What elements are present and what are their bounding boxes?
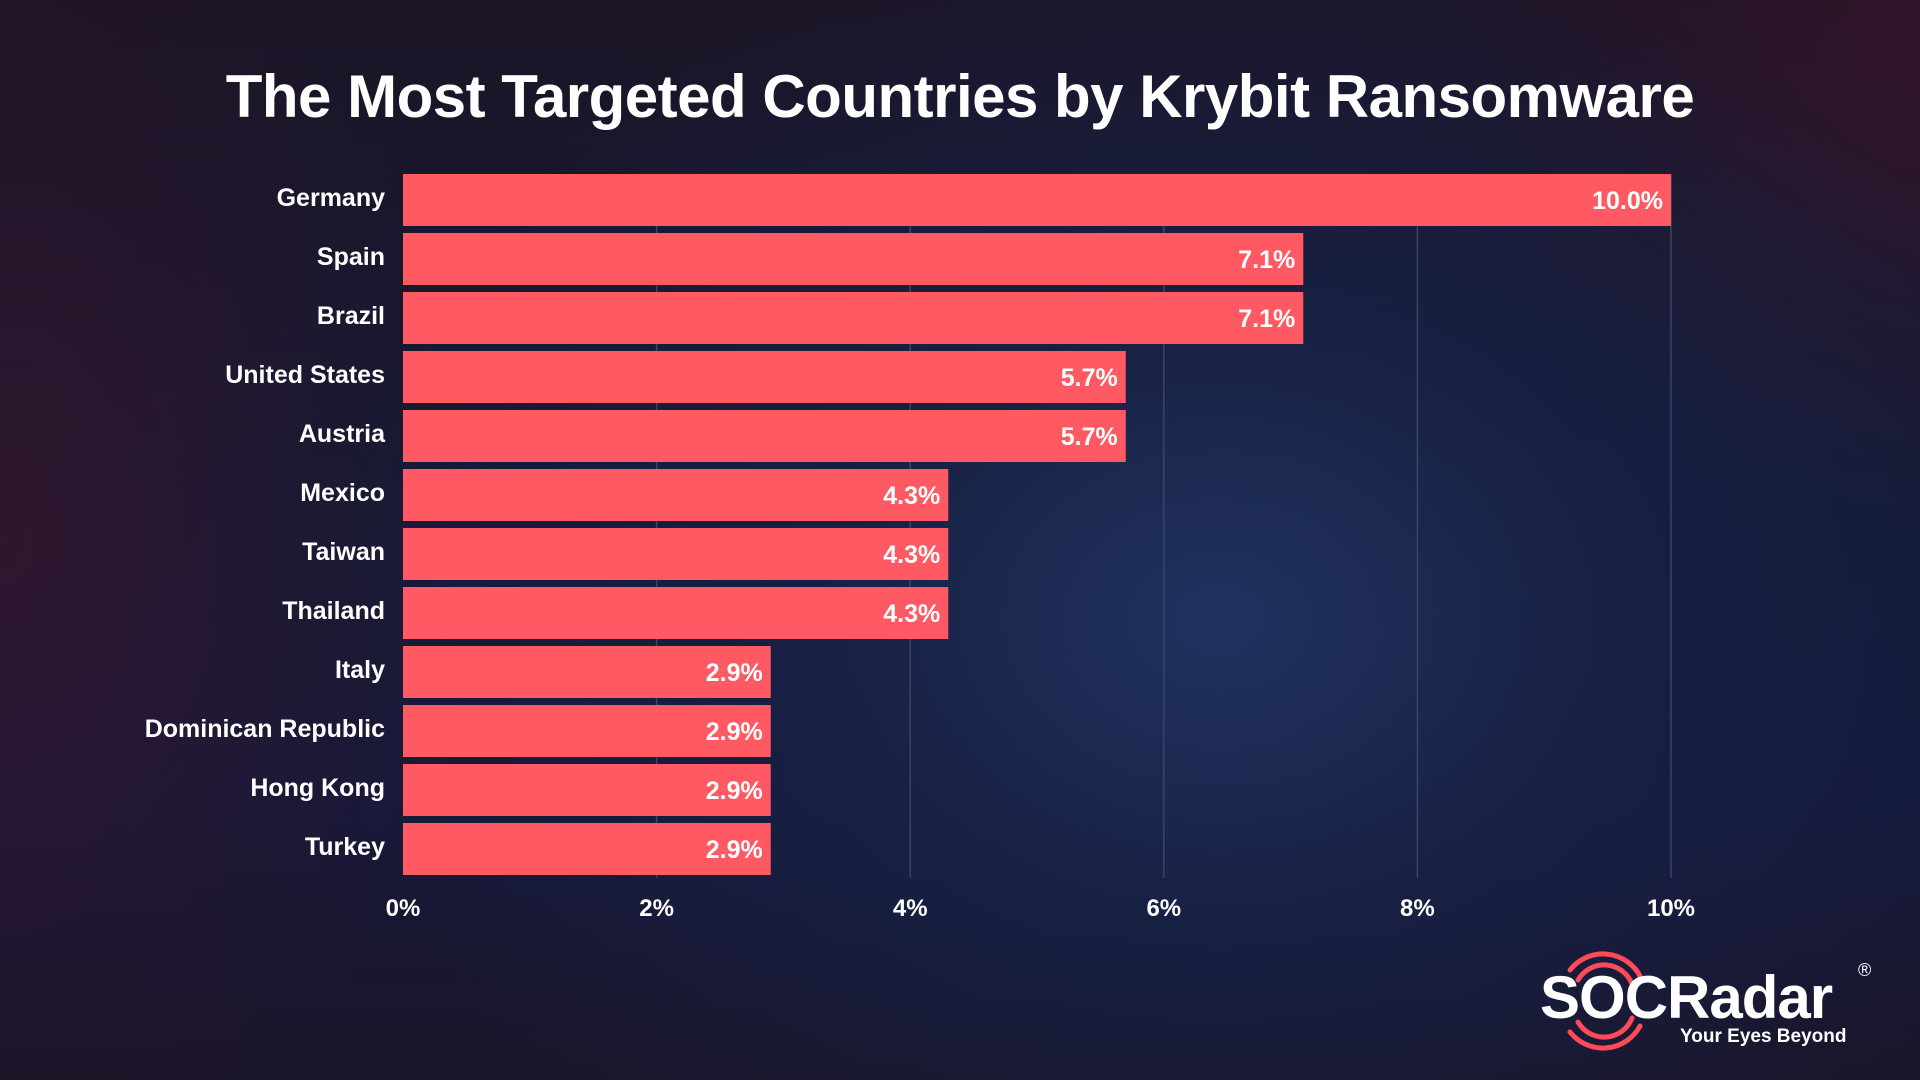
x-tick-label: 4% bbox=[893, 895, 928, 922]
gridlines bbox=[655, 174, 1672, 878]
category-label: United States bbox=[225, 361, 385, 389]
bars: 10.0% 7.1% 7.1% 5.7% 5.7% 4.3% 4.3% 4.3% 2.9% 2.9… bbox=[403, 174, 1671, 875]
category-label: Turkey bbox=[305, 833, 385, 861]
logo-tagline: Your Eyes Beyond bbox=[1680, 1026, 1847, 1047]
x-tick-label: 10% bbox=[1647, 895, 1695, 922]
category-label: Thailand bbox=[282, 597, 385, 625]
category-label: Taiwan bbox=[302, 538, 385, 566]
radar-arcs-icon bbox=[1567, 951, 1643, 1051]
category-label: Mexico bbox=[300, 479, 385, 507]
category-label: Italy bbox=[335, 656, 385, 684]
bar-value-label: 7.1% bbox=[1238, 246, 1295, 274]
bar bbox=[403, 528, 949, 580]
bar bbox=[403, 764, 771, 816]
logo-wordmark: SOCRadar bbox=[1540, 964, 1833, 1031]
bar bbox=[403, 351, 1126, 403]
bar bbox=[403, 823, 771, 875]
category-label: Austria bbox=[299, 420, 386, 448]
bar-value-label: 2.9% bbox=[706, 777, 763, 805]
bar-value-label: 2.9% bbox=[706, 718, 763, 746]
bar bbox=[403, 174, 1671, 226]
x-tick-label: 6% bbox=[1146, 895, 1181, 922]
x-tick-label: 8% bbox=[1400, 895, 1435, 922]
bar-value-label: 4.3% bbox=[883, 482, 940, 510]
bar bbox=[403, 587, 949, 639]
bar bbox=[403, 646, 771, 698]
category-label: Germany bbox=[277, 184, 385, 212]
category-labels: Germany Spain Brazil United States Austria Me… bbox=[145, 184, 386, 861]
bar-value-label: 10.0% bbox=[1592, 187, 1663, 215]
category-label: Spain bbox=[317, 243, 385, 271]
bar bbox=[403, 469, 949, 521]
bar-value-label: 5.7% bbox=[1061, 364, 1118, 392]
logo-registered-mark: ® bbox=[1858, 960, 1872, 980]
socradar-logo: SOCRadar ® Your Eyes Beyond bbox=[1540, 946, 1880, 1056]
bar-value-label: 2.9% bbox=[706, 659, 763, 687]
bar bbox=[403, 233, 1304, 285]
bar-value-label: 4.3% bbox=[883, 541, 940, 569]
bar bbox=[403, 705, 771, 757]
bar-value-label: 4.3% bbox=[883, 600, 940, 628]
bar-value-label: 7.1% bbox=[1238, 305, 1295, 333]
category-label: Hong Kong bbox=[250, 774, 385, 802]
category-label: Brazil bbox=[317, 302, 385, 330]
x-tick-label: 0% bbox=[386, 895, 421, 922]
category-label: Dominican Republic bbox=[145, 715, 385, 743]
bar bbox=[403, 410, 1126, 462]
bar-value-label: 5.7% bbox=[1061, 423, 1118, 451]
x-axis-ticks: 0% 2% 4% 6% 8% 10% bbox=[386, 895, 1695, 922]
x-tick-label: 2% bbox=[639, 895, 674, 922]
chart-title: The Most Targeted Countries by Krybit Ra… bbox=[225, 63, 1695, 130]
bar-value-label: 2.9% bbox=[706, 836, 763, 864]
bar bbox=[403, 292, 1304, 344]
